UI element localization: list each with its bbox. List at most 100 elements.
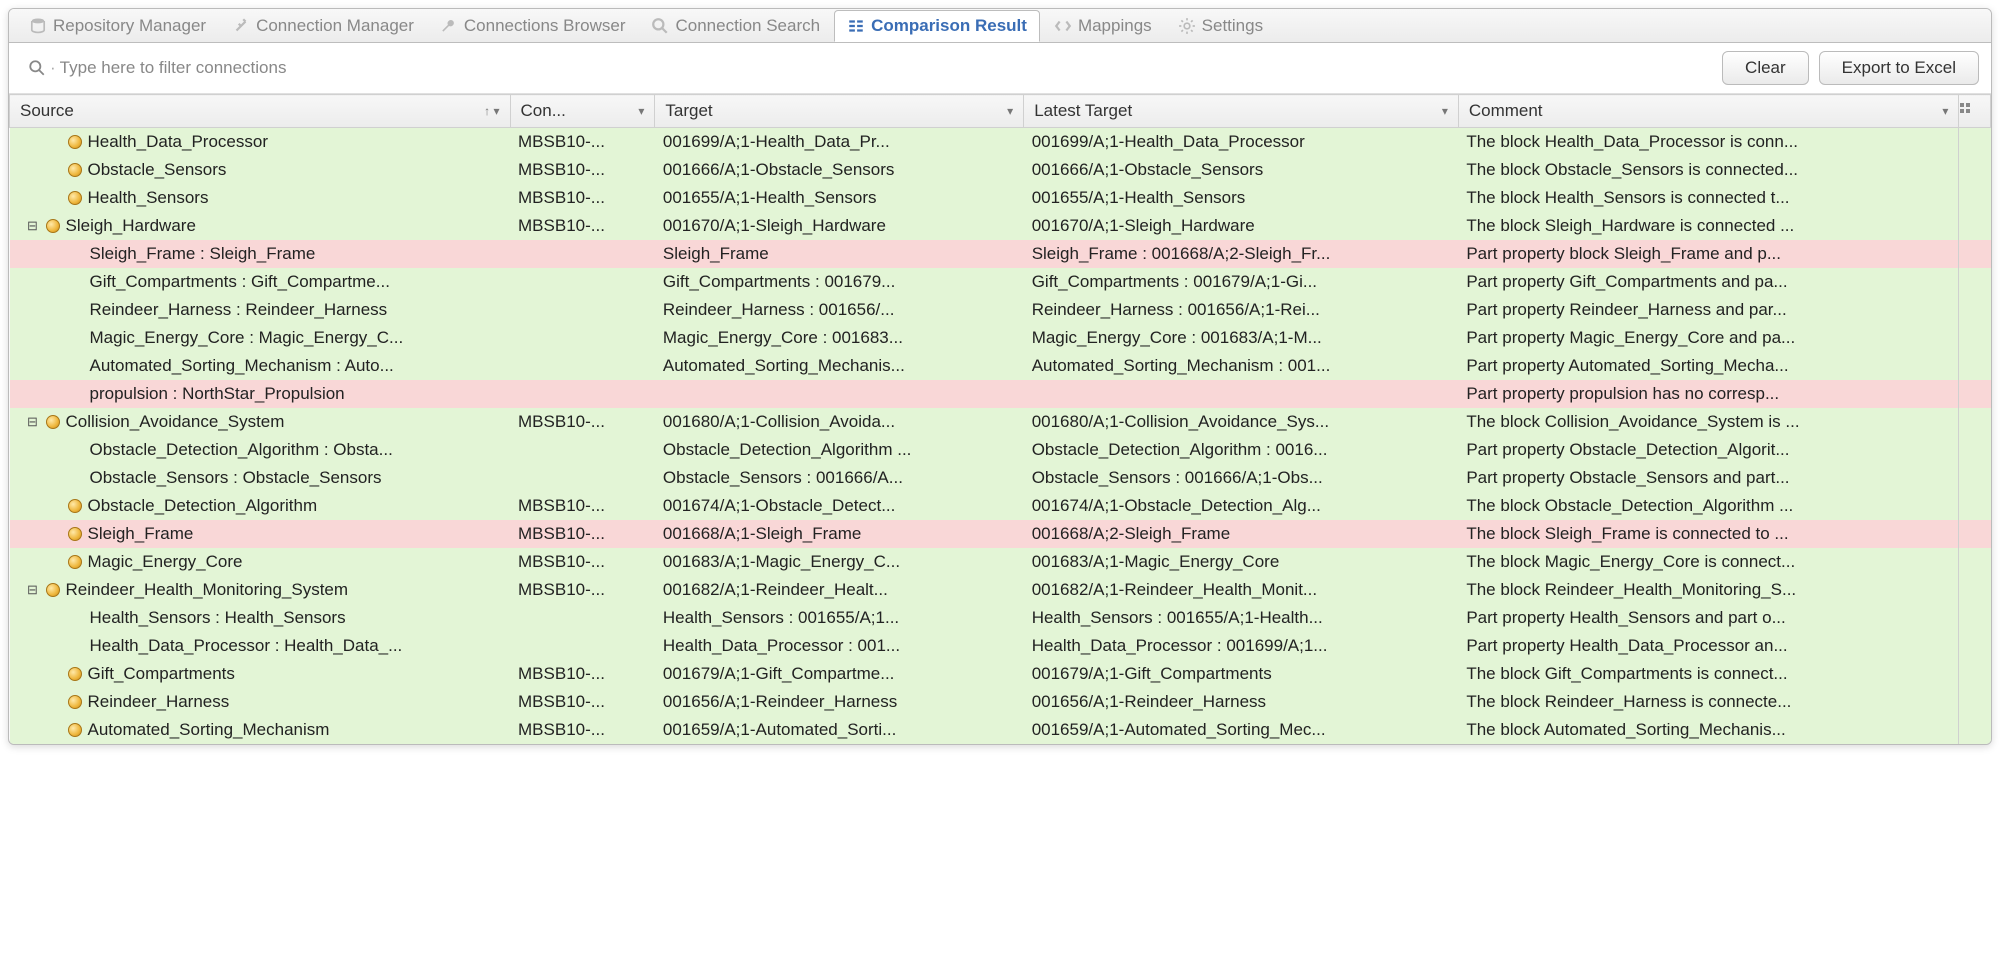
tab-repository-manager[interactable]: Repository Manager (17, 10, 218, 42)
table-row[interactable]: Magic_Energy_Core : Magic_Energy_C...Mag… (10, 324, 1991, 352)
comparison-result-window: Repository ManagerConnection ManagerConn… (8, 8, 1992, 745)
col-header-source[interactable]: Source↑ ▾ (10, 95, 511, 128)
block-icon (68, 555, 82, 569)
table-row[interactable]: Automated_Sorting_MechanismMBSB10-...001… (10, 716, 1991, 744)
filter-input[interactable] (60, 58, 1705, 78)
table-row[interactable]: Sleigh_Frame : Sleigh_FrameSleigh_FrameS… (10, 240, 1991, 268)
table-row[interactable]: Health_Data_ProcessorMBSB10-...001699/A;… (10, 128, 1991, 157)
table-row[interactable]: Obstacle_Sensors : Obstacle_SensorsObsta… (10, 464, 1991, 492)
block-icon (68, 527, 82, 541)
cell-comment: Part property Obstacle_Detection_Algorit… (1458, 436, 1959, 464)
cell-source: Obstacle_Sensors : Obstacle_Sensors (10, 464, 511, 492)
cell-source: Automated_Sorting_Mechanism (10, 716, 511, 744)
cell-connection: MBSB10-... (510, 548, 655, 576)
tab-settings[interactable]: Settings (1166, 10, 1275, 42)
table-row[interactable]: Health_Data_Processor : Health_Data_... H… (10, 632, 1991, 660)
cell-target: Automated_Sorting_Mechanis... (655, 352, 1024, 380)
db-icon (29, 17, 47, 35)
cell-target: Gift_Compartments : 001679... (655, 268, 1024, 296)
table-row[interactable]: Obstacle_Detection_AlgorithmMBSB10-...00… (10, 492, 1991, 520)
row-gutter (1959, 436, 1991, 464)
tab-connections-browser[interactable]: Connections Browser (428, 10, 638, 42)
row-gutter (1959, 632, 1991, 660)
cell-comment: The block Sleigh_Hardware is connected .… (1458, 212, 1959, 240)
compare-icon (847, 17, 865, 35)
table-row[interactable]: ⊟Sleigh_HardwareMBSB10-...001670/A;1-Sle… (10, 212, 1991, 240)
cell-connection: MBSB10-... (510, 576, 655, 604)
cell-target: Reindeer_Harness : 001656/... (655, 296, 1024, 324)
tab-comparison-result[interactable]: Comparison Result (834, 10, 1040, 42)
table-row[interactable]: Gift_Compartments : Gift_Compartme...Gif… (10, 268, 1991, 296)
table-row[interactable]: Health_Sensors : Health_SensorsHealth_Se… (10, 604, 1991, 632)
cell-source: Obstacle_Detection_Algorithm : Obsta... (10, 436, 511, 464)
code-icon (1054, 17, 1072, 35)
row-gutter (1959, 604, 1991, 632)
table-row[interactable]: ⊟Collision_Avoidance_SystemMBSB10-...001… (10, 408, 1991, 436)
tab-connection-search[interactable]: Connection Search (639, 10, 832, 42)
row-gutter (1959, 548, 1991, 576)
cell-target: Health_Data_Processor : 001... (655, 632, 1024, 660)
row-gutter (1959, 464, 1991, 492)
row-gutter (1959, 408, 1991, 436)
cell-comment: The block Magic_Energy_Core is connect..… (1458, 548, 1959, 576)
col-header-target[interactable]: Target▾ (655, 95, 1024, 128)
source-text: Reindeer_Health_Monitoring_System (66, 580, 349, 600)
cell-connection (510, 240, 655, 268)
col-header-latest-target[interactable]: Latest Target▾ (1024, 95, 1459, 128)
table-row[interactable]: Automated_Sorting_Mechanism : Auto...Aut… (10, 352, 1991, 380)
cell-connection (510, 380, 655, 408)
cell-target: 001674/A;1-Obstacle_Detect... (655, 492, 1024, 520)
source-text: Sleigh_Frame (88, 524, 194, 544)
cell-target: 001679/A;1-Gift_Compartme... (655, 660, 1024, 688)
block-icon (46, 583, 60, 597)
table-row[interactable]: Obstacle_SensorsMBSB10-...001666/A;1-Obs… (10, 156, 1991, 184)
tree-expander[interactable]: ⊟ (26, 414, 40, 430)
row-gutter (1959, 184, 1991, 212)
table-row[interactable]: propulsion : NorthStar_PropulsionPart pr… (10, 380, 1991, 408)
cell-connection: MBSB10-... (510, 128, 655, 157)
row-gutter (1959, 268, 1991, 296)
col-header-connection[interactable]: Con...▾ (510, 95, 655, 128)
table-row[interactable]: Gift_CompartmentsMBSB10-...001679/A;1-Gi… (10, 660, 1991, 688)
source-text: Magic_Energy_Core (88, 552, 243, 572)
cell-connection (510, 268, 655, 296)
cell-latest-target: Magic_Energy_Core : 001683/A;1-M... (1024, 324, 1459, 352)
tab-mappings[interactable]: Mappings (1042, 10, 1164, 42)
row-gutter (1959, 352, 1991, 380)
table-row[interactable]: Obstacle_Detection_Algorithm : Obsta...O… (10, 436, 1991, 464)
tab-label: Repository Manager (53, 16, 206, 36)
clear-button[interactable]: Clear (1722, 51, 1809, 85)
wrench-icon (440, 17, 458, 35)
cell-source: Obstacle_Sensors (10, 156, 511, 184)
column-options-button[interactable] (1959, 95, 1991, 128)
cell-target: 001682/A;1-Reindeer_Healt... (655, 576, 1024, 604)
block-icon (68, 695, 82, 709)
cell-target: Health_Sensors : 001655/A;1... (655, 604, 1024, 632)
table-row[interactable]: ⊟ Reindeer_Health_Monitoring_System MBSB10… (10, 576, 1991, 604)
cell-target: 001659/A;1-Automated_Sorti... (655, 716, 1024, 744)
tree-expander[interactable]: ⊟ (26, 218, 40, 234)
tree-expander[interactable]: ⊟ (26, 582, 40, 598)
cell-latest-target: 001682/A;1-Reindeer_Health_Monit... (1024, 576, 1459, 604)
table-row[interactable]: Magic_Energy_CoreMBSB10-...001683/A;1-Ma… (10, 548, 1991, 576)
cell-connection (510, 352, 655, 380)
cell-connection (510, 604, 655, 632)
block-icon (68, 723, 82, 737)
tab-label: Comparison Result (871, 16, 1027, 36)
cell-target: Sleigh_Frame (655, 240, 1024, 268)
cell-source: Health_Data_Processor : Health_Data_... (10, 632, 511, 660)
row-gutter (1959, 492, 1991, 520)
cell-comment: The block Sleigh_Frame is connected to .… (1458, 520, 1959, 548)
block-icon (68, 667, 82, 681)
cell-latest-target: 001659/A;1-Automated_Sorting_Mec... (1024, 716, 1459, 744)
table-row[interactable]: Health_SensorsMBSB10-...001655/A;1-Healt… (10, 184, 1991, 212)
table-row[interactable]: Reindeer_Harness : Reindeer_HarnessReind… (10, 296, 1991, 324)
export-excel-button[interactable]: Export to Excel (1819, 51, 1979, 85)
cell-target: 001656/A;1-Reindeer_Harness (655, 688, 1024, 716)
cell-comment: The block Health_Data_Processor is conn.… (1458, 128, 1959, 157)
tab-connection-manager[interactable]: Connection Manager (220, 10, 426, 42)
table-row[interactable]: Reindeer_HarnessMBSB10-...001656/A;1-Rei… (10, 688, 1991, 716)
col-header-comment[interactable]: Comment▾ (1458, 95, 1959, 128)
table-row[interactable]: Sleigh_FrameMBSB10-...001668/A;1-Sleigh_… (10, 520, 1991, 548)
cell-latest-target: 001666/A;1-Obstacle_Sensors (1024, 156, 1459, 184)
